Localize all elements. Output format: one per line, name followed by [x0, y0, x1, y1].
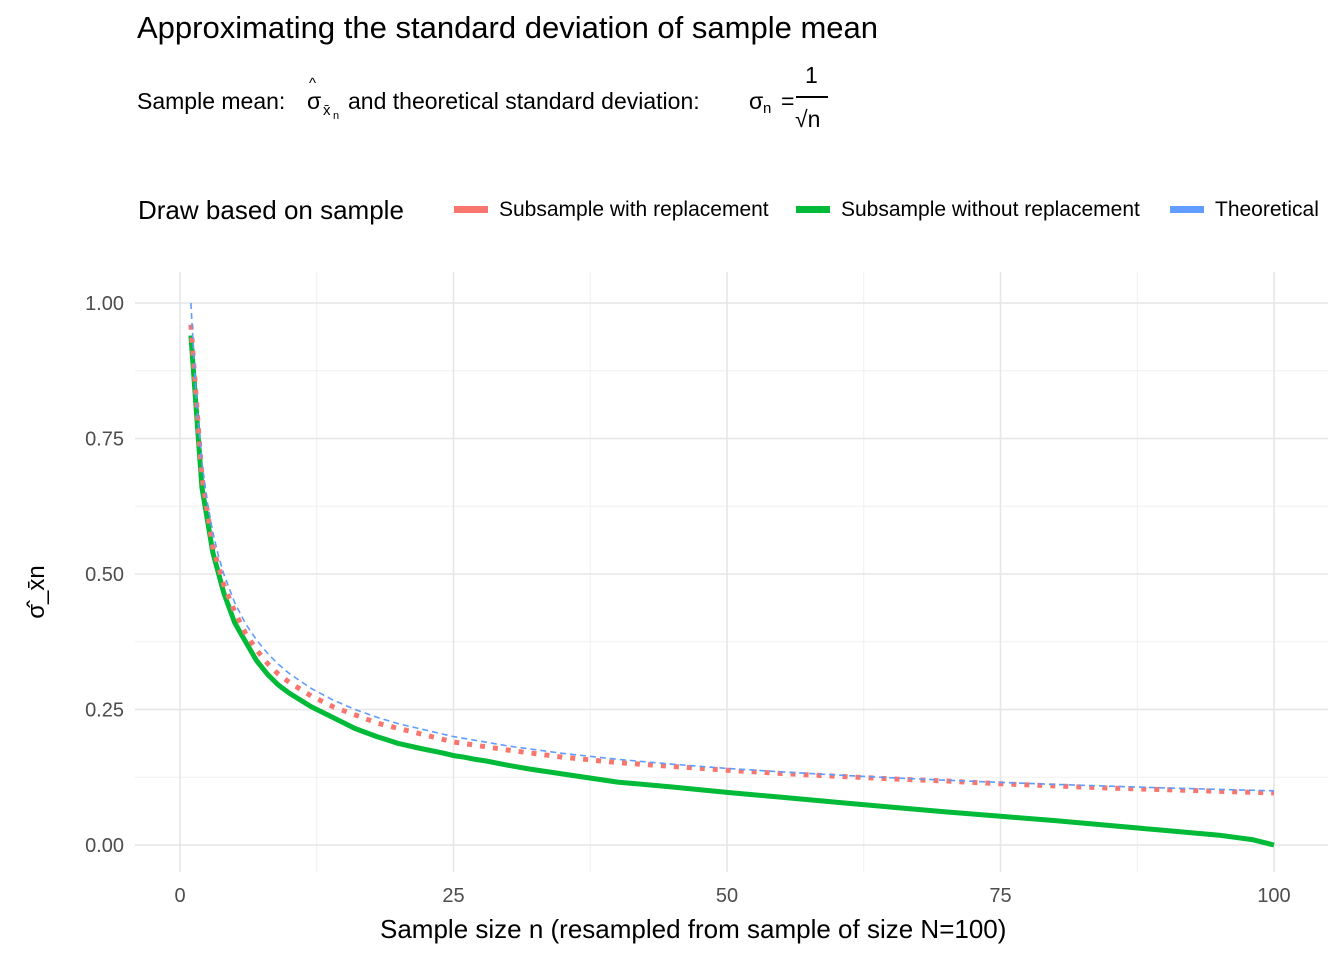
- legend-key-with-replacement: [454, 206, 488, 213]
- series-line-theoretical: [190, 302, 1275, 792]
- subtitle-fraction-bar: [796, 96, 828, 98]
- subtitle-fraction-denominator: √n: [795, 106, 821, 132]
- subtitle-hat: ^: [309, 75, 317, 92]
- series-line-subsample-with-replacement: [188, 324, 1275, 796]
- x-axis-label: Sample size n (resampled from sample of …: [380, 914, 1007, 944]
- subtitle-sigma-hat: σ: [307, 88, 322, 114]
- subtitle-equals: =: [781, 88, 795, 114]
- x-tick-label: 0: [174, 885, 185, 907]
- subtitle-part2: and theoretical standard deviation:: [348, 88, 700, 114]
- subtitle-part1: Sample mean:: [137, 88, 286, 114]
- subtitle-sigma: σ: [749, 88, 764, 114]
- chart-title: Approximating the standard deviation of …: [137, 10, 878, 45]
- legend-label-without-replacement: Subsample without replacement: [841, 198, 1140, 221]
- subtitle-xbar: x̄: [323, 102, 331, 119]
- y-axis-label: σ̂_x̄n: [18, 560, 58, 620]
- y-tick-label: 0.50: [85, 564, 124, 586]
- legend-label-with-replacement: Subsample with replacement: [499, 198, 769, 221]
- x-tick-label: 50: [716, 885, 738, 907]
- y-axis-label-text: σ̂_x̄n: [22, 565, 50, 619]
- series-line-subsample-without-replacement: [188, 335, 1275, 848]
- legend-key-without-replacement: [796, 206, 830, 213]
- chart-subtitle: Sample mean: ^ σ x̄ n and theoretical st…: [137, 62, 897, 136]
- legend-key-theoretical: [1170, 206, 1204, 213]
- legend-label-theoretical: Theoretical: [1215, 198, 1319, 221]
- subtitle-xbar-sub: n: [333, 110, 340, 122]
- x-tick-label: 100: [1257, 885, 1290, 907]
- subtitle-sigma-sub: n: [763, 100, 772, 117]
- y-tick-label: 0.75: [85, 429, 124, 451]
- y-tick-label: 0.25: [85, 700, 124, 722]
- legend-title: Draw based on sample: [138, 195, 404, 225]
- x-tick-label: 25: [442, 885, 464, 907]
- y-tick-label: 1.00: [85, 293, 124, 315]
- y-tick-label: 0.00: [85, 835, 124, 857]
- x-tick-label: 75: [989, 885, 1011, 907]
- subtitle-fraction-numerator: 1: [805, 62, 818, 88]
